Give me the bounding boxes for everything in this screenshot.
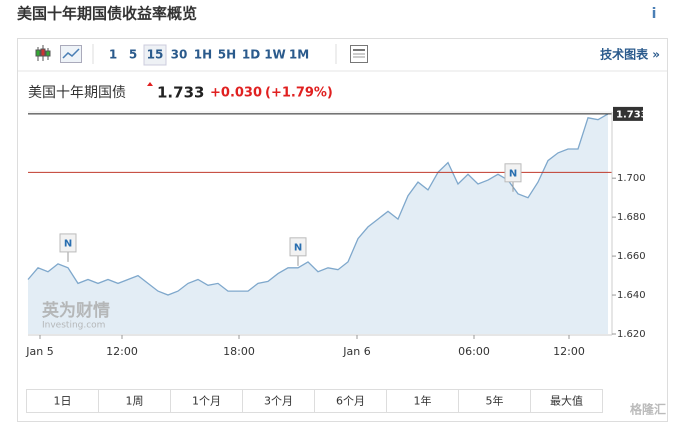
corner-watermark: 格隆汇 <box>630 402 666 417</box>
line <box>27 113 609 296</box>
news-flag[interactable] <box>289 237 307 257</box>
range-label[interactable]: 1日 <box>54 395 72 408</box>
table-icon[interactable] <box>350 45 368 63</box>
x-tick-label: Jan 5 <box>25 345 53 358</box>
quote-change: +0.030 <box>210 86 262 101</box>
info-icon[interactable]: i <box>652 6 657 22</box>
area <box>28 113 608 335</box>
range-label[interactable]: 1周 <box>126 395 144 408</box>
last-price-box <box>613 106 643 121</box>
x-tick-label: 06:00 <box>458 345 490 358</box>
range-label[interactable]: 1个月 <box>192 395 221 408</box>
range-label[interactable]: 最大值 <box>550 394 583 408</box>
interval-button[interactable]: 1D <box>242 48 260 62</box>
active-button-bg <box>143 44 167 66</box>
quote-name: 美国十年期国债 <box>28 85 126 101</box>
range-label[interactable]: 1年 <box>414 394 432 408</box>
range-bar: 1日 1周 1个月 3个月 6个月 1年 5年 最大值 <box>26 389 603 413</box>
quote-change-pct: (+1.79%) <box>265 86 333 101</box>
range-button[interactable] <box>530 389 603 413</box>
y-tick-label: 1.660 <box>617 251 646 262</box>
y-tick-label: 1.680 <box>617 212 646 223</box>
watermark-sub: Investing.com <box>42 321 105 331</box>
interval-button[interactable]: 1M <box>289 48 309 62</box>
interval-button[interactable]: 1W <box>264 48 286 62</box>
up-arrow <box>147 82 153 86</box>
last-price-label: 1.733 <box>616 109 648 120</box>
range-label[interactable]: 5年 <box>486 394 504 408</box>
chart: 1.620 1.640 1.660 1.680 1.700 1.733 Jan 5 12:00… <box>25 106 648 358</box>
x-tick-label: 18:00 <box>223 345 255 358</box>
interval-button[interactable]: 5H <box>218 48 236 62</box>
tech-chart-link[interactable]: 技术图表 » <box>600 47 660 62</box>
news-flag-label: N <box>294 242 302 253</box>
news-flag-label: N <box>64 238 72 249</box>
line-icon[interactable] <box>60 45 82 63</box>
quote-price: 1.733 <box>157 84 204 102</box>
watermark: 英为财情 <box>42 300 110 321</box>
range-label[interactable]: 6个月 <box>336 395 365 408</box>
page-title: 美国十年期国债收益率概览 <box>17 5 197 23</box>
x-tick-label: 12:00 <box>106 345 138 358</box>
y-tick-label: 1.640 <box>617 290 646 301</box>
news-flag[interactable] <box>59 233 77 253</box>
x-tick-label: Jan 6 <box>342 345 370 358</box>
news-flag-label: N <box>509 168 517 179</box>
x-tick-label: 12:00 <box>553 345 585 358</box>
interval-button[interactable]: 1 <box>109 48 117 62</box>
news-flag[interactable] <box>504 163 522 183</box>
interval-button[interactable]: 30 <box>171 48 188 62</box>
interval-button[interactable]: 1H <box>194 48 212 62</box>
interval-button[interactable]: 15 <box>147 48 164 62</box>
interval-button[interactable]: 5 <box>129 48 137 62</box>
candle-icon[interactable] <box>35 45 51 61</box>
range-label[interactable]: 3个月 <box>264 395 293 408</box>
y-tick-label: 1.700 <box>617 173 646 184</box>
y-tick-label: 1.620 <box>617 329 646 340</box>
